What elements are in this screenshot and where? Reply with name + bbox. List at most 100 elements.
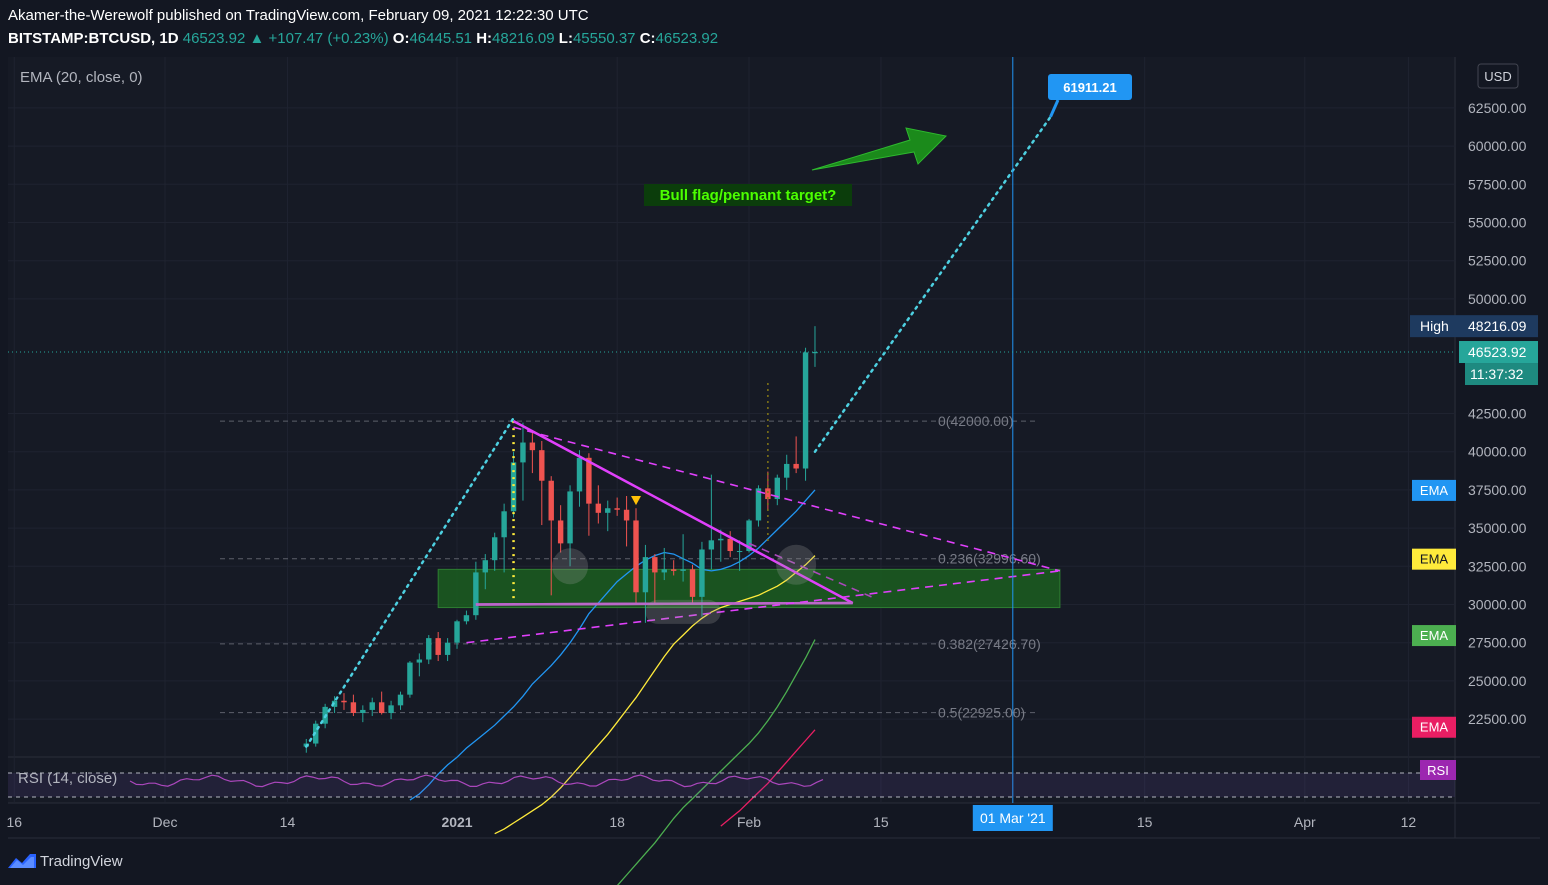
fib-level-label: 0.382(27426.70)	[938, 636, 1041, 652]
candle-body	[463, 615, 470, 622]
y-tick-label: 50000.00	[1468, 291, 1527, 307]
candle[interactable]	[567, 485, 573, 567]
candle[interactable]	[661, 547, 667, 581]
candle-body	[633, 520, 639, 593]
candle[interactable]	[529, 430, 536, 474]
ema-axis-tag: EMA	[1412, 625, 1456, 647]
candle-body	[802, 352, 809, 469]
candle[interactable]	[727, 531, 733, 558]
fib-level-label: 0(42000.00)	[938, 413, 1014, 429]
candle[interactable]	[444, 638, 451, 662]
arrow-icon[interactable]	[811, 127, 948, 171]
candle-body	[341, 700, 347, 703]
candle[interactable]	[454, 619, 460, 649]
channel-lower-line[interactable]	[466, 570, 1060, 644]
candle[interactable]	[605, 500, 611, 532]
candle[interactable]	[492, 532, 498, 571]
candle[interactable]	[407, 661, 413, 698]
symbol[interactable]: BITSTAMP:BTCUSD, 1D	[8, 30, 179, 47]
candle[interactable]	[416, 653, 423, 677]
candle[interactable]	[633, 508, 639, 605]
candle[interactable]	[586, 453, 592, 536]
candle[interactable]	[435, 632, 441, 662]
candle[interactable]	[548, 476, 554, 596]
ema-tag-text: EMA	[1420, 628, 1449, 643]
candle[interactable]	[520, 422, 526, 501]
rsi-line[interactable]	[129, 774, 824, 788]
ema-red-line[interactable]	[720, 729, 816, 827]
candle[interactable]	[378, 691, 385, 715]
candle[interactable]	[793, 436, 799, 474]
candle[interactable]	[802, 347, 809, 481]
target-callout[interactable]: 61911.21	[1048, 74, 1132, 118]
candle[interactable]	[576, 450, 583, 507]
ema-indicator-label: EMA (20, close, 0)	[20, 69, 143, 86]
candle[interactable]	[369, 697, 375, 717]
last-tag-value: 46523.92	[1468, 344, 1527, 360]
annotation-callout[interactable]: Bull flag/pennant target?	[644, 184, 852, 206]
candle[interactable]	[473, 561, 479, 620]
candle-body	[586, 457, 592, 504]
open-value: 46445.51	[409, 30, 473, 47]
target-box	[1048, 74, 1132, 100]
candle[interactable]	[360, 705, 366, 723]
candle[interactable]	[501, 503, 507, 573]
candle[interactable]	[595, 485, 602, 524]
candle[interactable]	[350, 694, 357, 717]
channel-upper-line[interactable]	[513, 426, 1061, 572]
fib-level-label: 0.5(22925.00)	[938, 705, 1025, 721]
candle-body	[727, 538, 733, 552]
candle[interactable]	[680, 534, 686, 582]
candle[interactable]	[670, 560, 677, 576]
target-pointer	[1049, 99, 1060, 118]
currency-tag-text: USD	[1484, 69, 1511, 84]
target-projection-line[interactable]	[813, 115, 1052, 453]
tradingview-logo[interactable]: TradingView	[8, 852, 123, 870]
y-tick-label: 22500.00	[1468, 711, 1527, 727]
candle[interactable]	[708, 474, 715, 570]
price-pane[interactable]	[8, 57, 1456, 757]
y-tick-label: 37500.00	[1468, 482, 1527, 498]
candle[interactable]	[689, 564, 696, 603]
candle[interactable]	[539, 441, 545, 526]
high-tag-bg	[1410, 315, 1538, 338]
ema-green-line[interactable]	[608, 639, 816, 885]
candle[interactable]	[463, 610, 470, 625]
candle-body	[661, 569, 667, 573]
candle-body	[670, 569, 677, 571]
high-tag-value: 48216.09	[1468, 318, 1527, 334]
date-cursor-tag: 01 Mar '21	[972, 805, 1053, 831]
candle-body	[501, 511, 507, 538]
ema-blue-line[interactable]	[409, 489, 816, 801]
candle[interactable]	[652, 554, 658, 603]
rsi-axis-tag: RSI	[1420, 760, 1456, 780]
last-price-tag: 46523.92 11:37:32	[1459, 341, 1538, 386]
support-zone[interactable]	[437, 568, 1061, 609]
candle[interactable]	[397, 691, 404, 710]
ema-yellow-line[interactable]	[494, 555, 816, 835]
candle[interactable]	[736, 540, 743, 571]
candle[interactable]	[388, 700, 394, 720]
candle[interactable]	[482, 554, 488, 590]
candle[interactable]	[774, 474, 780, 506]
ema-axis-tag: EMA	[1412, 548, 1456, 570]
candle[interactable]	[812, 326, 818, 367]
candle[interactable]	[623, 496, 630, 547]
candle[interactable]	[784, 454, 790, 490]
flagpole-line[interactable]	[305, 416, 515, 748]
rsi-pane[interactable]	[8, 757, 1456, 803]
candle-body	[605, 508, 611, 513]
currency-tag[interactable]: USD	[1477, 63, 1519, 89]
candle-body	[492, 537, 498, 561]
candle[interactable]	[718, 529, 724, 562]
candle[interactable]	[557, 505, 564, 553]
ema-axis-tag: EMA	[1412, 479, 1456, 501]
candle[interactable]	[426, 635, 432, 665]
candle-body	[482, 560, 488, 573]
date-cursor-text: 01 Mar '21	[980, 810, 1046, 826]
candle[interactable]	[614, 497, 620, 516]
candle[interactable]	[642, 544, 649, 623]
candle[interactable]	[341, 693, 347, 710]
rsi-label: RSI (14, close)	[18, 770, 117, 787]
